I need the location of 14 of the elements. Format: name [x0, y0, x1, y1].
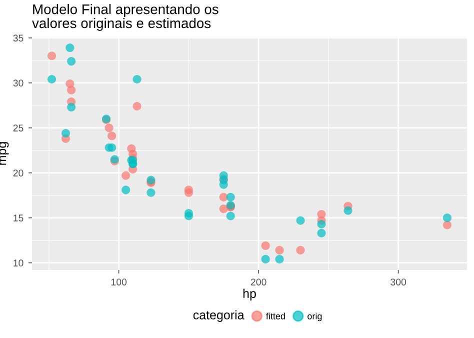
legend-title: categoria	[193, 310, 244, 322]
y-tick-label: 10	[14, 260, 24, 266]
legend-label: orig	[308, 312, 322, 322]
chart-title: Modelo Final apresentando os valores originais e estimados	[32, 4, 218, 31]
y-tick-label: 20	[13, 170, 24, 176]
x-tick-label: 200	[250, 278, 266, 286]
legend-label: fitted	[266, 312, 285, 320]
y-tick-label: 25	[13, 124, 24, 132]
y-tick-label: 30	[13, 80, 24, 86]
y-tick-label: 35	[13, 34, 24, 42]
y-tick-label: 15	[14, 214, 24, 222]
x-tick-label: 300	[390, 278, 406, 286]
x-axis-title: hp	[243, 288, 256, 300]
x-tick-label: 100	[111, 278, 127, 286]
